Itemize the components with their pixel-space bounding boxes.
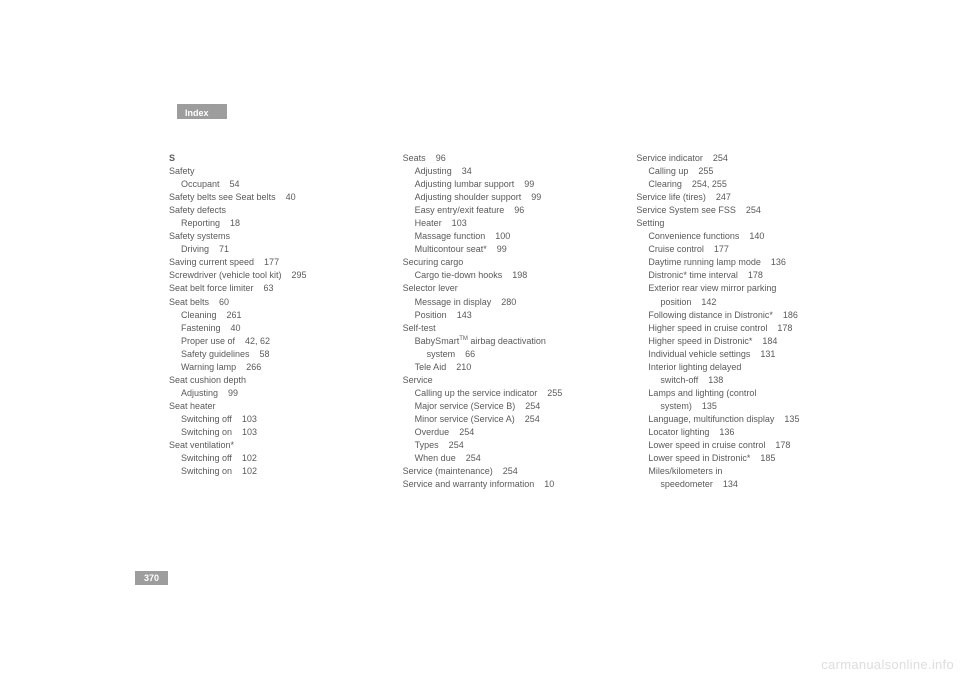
index-entry: Safety defects	[169, 204, 363, 217]
index-entry: Reporting 18	[169, 217, 363, 230]
index-entry: speedometer 134	[636, 478, 830, 491]
index-entry: Screwdriver (vehicle tool kit) 295	[169, 269, 363, 282]
index-entry: Service	[403, 374, 597, 387]
index-entry: Higher speed in cruise control 178	[636, 322, 830, 335]
header-tab: Index	[177, 104, 227, 119]
index-entry: position 142	[636, 296, 830, 309]
index-column: Seats 96Adjusting 34Adjusting lumbar sup…	[403, 152, 597, 491]
index-entry: Proper use of 42, 62	[169, 335, 363, 348]
index-entry: Seats 96	[403, 152, 597, 165]
index-entry: Service and warranty information 10	[403, 478, 597, 491]
index-entry: Seat ventilation*	[169, 439, 363, 452]
index-entry: system 66	[403, 348, 597, 361]
index-entry: Miles/kilometers in	[636, 465, 830, 478]
header-tab-label: Index	[185, 108, 209, 118]
index-entry: Clearing 254, 255	[636, 178, 830, 191]
index-entry: Language, multifunction display 135	[636, 413, 830, 426]
index-entry: Interior lighting delayed	[636, 361, 830, 374]
index-entry: Adjusting 99	[169, 387, 363, 400]
index-entry: Locator lighting 136	[636, 426, 830, 439]
index-entry: Calling up the service indicator 255	[403, 387, 597, 400]
index-entry: Easy entry/exit feature 96	[403, 204, 597, 217]
index-entry: Position 143	[403, 309, 597, 322]
index-entry: Seat belts 60	[169, 296, 363, 309]
index-entry: Switching off 103	[169, 413, 363, 426]
index-entry: Driving 71	[169, 243, 363, 256]
index-columns: SSafetyOccupant 54Safety belts see Seat …	[169, 152, 830, 491]
index-entry: Self-test	[403, 322, 597, 335]
index-entry: Higher speed in Distronic* 184	[636, 335, 830, 348]
page-number: 370	[144, 573, 159, 583]
index-entry: Minor service (Service A) 254	[403, 413, 597, 426]
index-entry: Fastening 40	[169, 322, 363, 335]
index-entry: Tele Aid 210	[403, 361, 597, 374]
index-entry: Cargo tie-down hooks 198	[403, 269, 597, 282]
watermark: carmanualsonline.info	[821, 657, 954, 672]
index-entry: Lower speed in Distronic* 185	[636, 452, 830, 465]
index-entry: Lamps and lighting (control	[636, 387, 830, 400]
index-entry: BabySmartTM airbag deactivation	[403, 335, 597, 348]
index-entry: Safety systems	[169, 230, 363, 243]
header-tab-band: Index	[135, 104, 227, 119]
index-entry: S	[169, 152, 363, 165]
index-entry: Adjusting 34	[403, 165, 597, 178]
index-entry: Distronic* time interval 178	[636, 269, 830, 282]
index-entry: Lower speed in cruise control 178	[636, 439, 830, 452]
index-entry: Following distance in Distronic* 186	[636, 309, 830, 322]
index-entry: Switching on 103	[169, 426, 363, 439]
index-entry: Cleaning 261	[169, 309, 363, 322]
index-entry: When due 254	[403, 452, 597, 465]
index-entry: Heater 103	[403, 217, 597, 230]
index-entry: Seat cushion depth	[169, 374, 363, 387]
index-entry: Warning lamp 266	[169, 361, 363, 374]
index-entry: Massage function 100	[403, 230, 597, 243]
index-entry: Adjusting lumbar support 99	[403, 178, 597, 191]
index-entry: Types 254	[403, 439, 597, 452]
index-entry: Setting	[636, 217, 830, 230]
index-entry: Selector lever	[403, 282, 597, 295]
index-entry: Securing cargo	[403, 256, 597, 269]
index-entry: Service System see FSS 254	[636, 204, 830, 217]
index-entry: Service life (tires) 247	[636, 191, 830, 204]
index-entry: Cruise control 177	[636, 243, 830, 256]
index-entry: Exterior rear view mirror parking	[636, 282, 830, 295]
index-entry: system) 135	[636, 400, 830, 413]
index-entry: Saving current speed 177	[169, 256, 363, 269]
index-entry: Message in display 280	[403, 296, 597, 309]
index-entry: Individual vehicle settings 131	[636, 348, 830, 361]
index-entry: Daytime running lamp mode 136	[636, 256, 830, 269]
index-column: SSafetyOccupant 54Safety belts see Seat …	[169, 152, 363, 491]
index-entry: Occupant 54	[169, 178, 363, 191]
index-entry: Switching off 102	[169, 452, 363, 465]
index-entry: Major service (Service B) 254	[403, 400, 597, 413]
index-column: Service indicator 254Calling up 255Clear…	[636, 152, 830, 491]
index-entry: Seat belt force limiter 63	[169, 282, 363, 295]
index-entry: Service (maintenance) 254	[403, 465, 597, 478]
index-entry: Convenience functions 140	[636, 230, 830, 243]
index-entry: Safety	[169, 165, 363, 178]
index-entry: Overdue 254	[403, 426, 597, 439]
page-number-box: 370	[135, 571, 168, 585]
manual-page: Index SSafetyOccupant 54Safety belts see…	[0, 0, 960, 678]
index-entry: Multicontour seat* 99	[403, 243, 597, 256]
header-spacer	[135, 104, 177, 119]
index-entry: Switching on 102	[169, 465, 363, 478]
index-entry: Adjusting shoulder support 99	[403, 191, 597, 204]
index-entry: Safety guidelines 58	[169, 348, 363, 361]
index-entry: Seat heater	[169, 400, 363, 413]
index-entry: switch-off 138	[636, 374, 830, 387]
index-entry: Calling up 255	[636, 165, 830, 178]
index-entry: Safety belts see Seat belts 40	[169, 191, 363, 204]
index-entry: Service indicator 254	[636, 152, 830, 165]
